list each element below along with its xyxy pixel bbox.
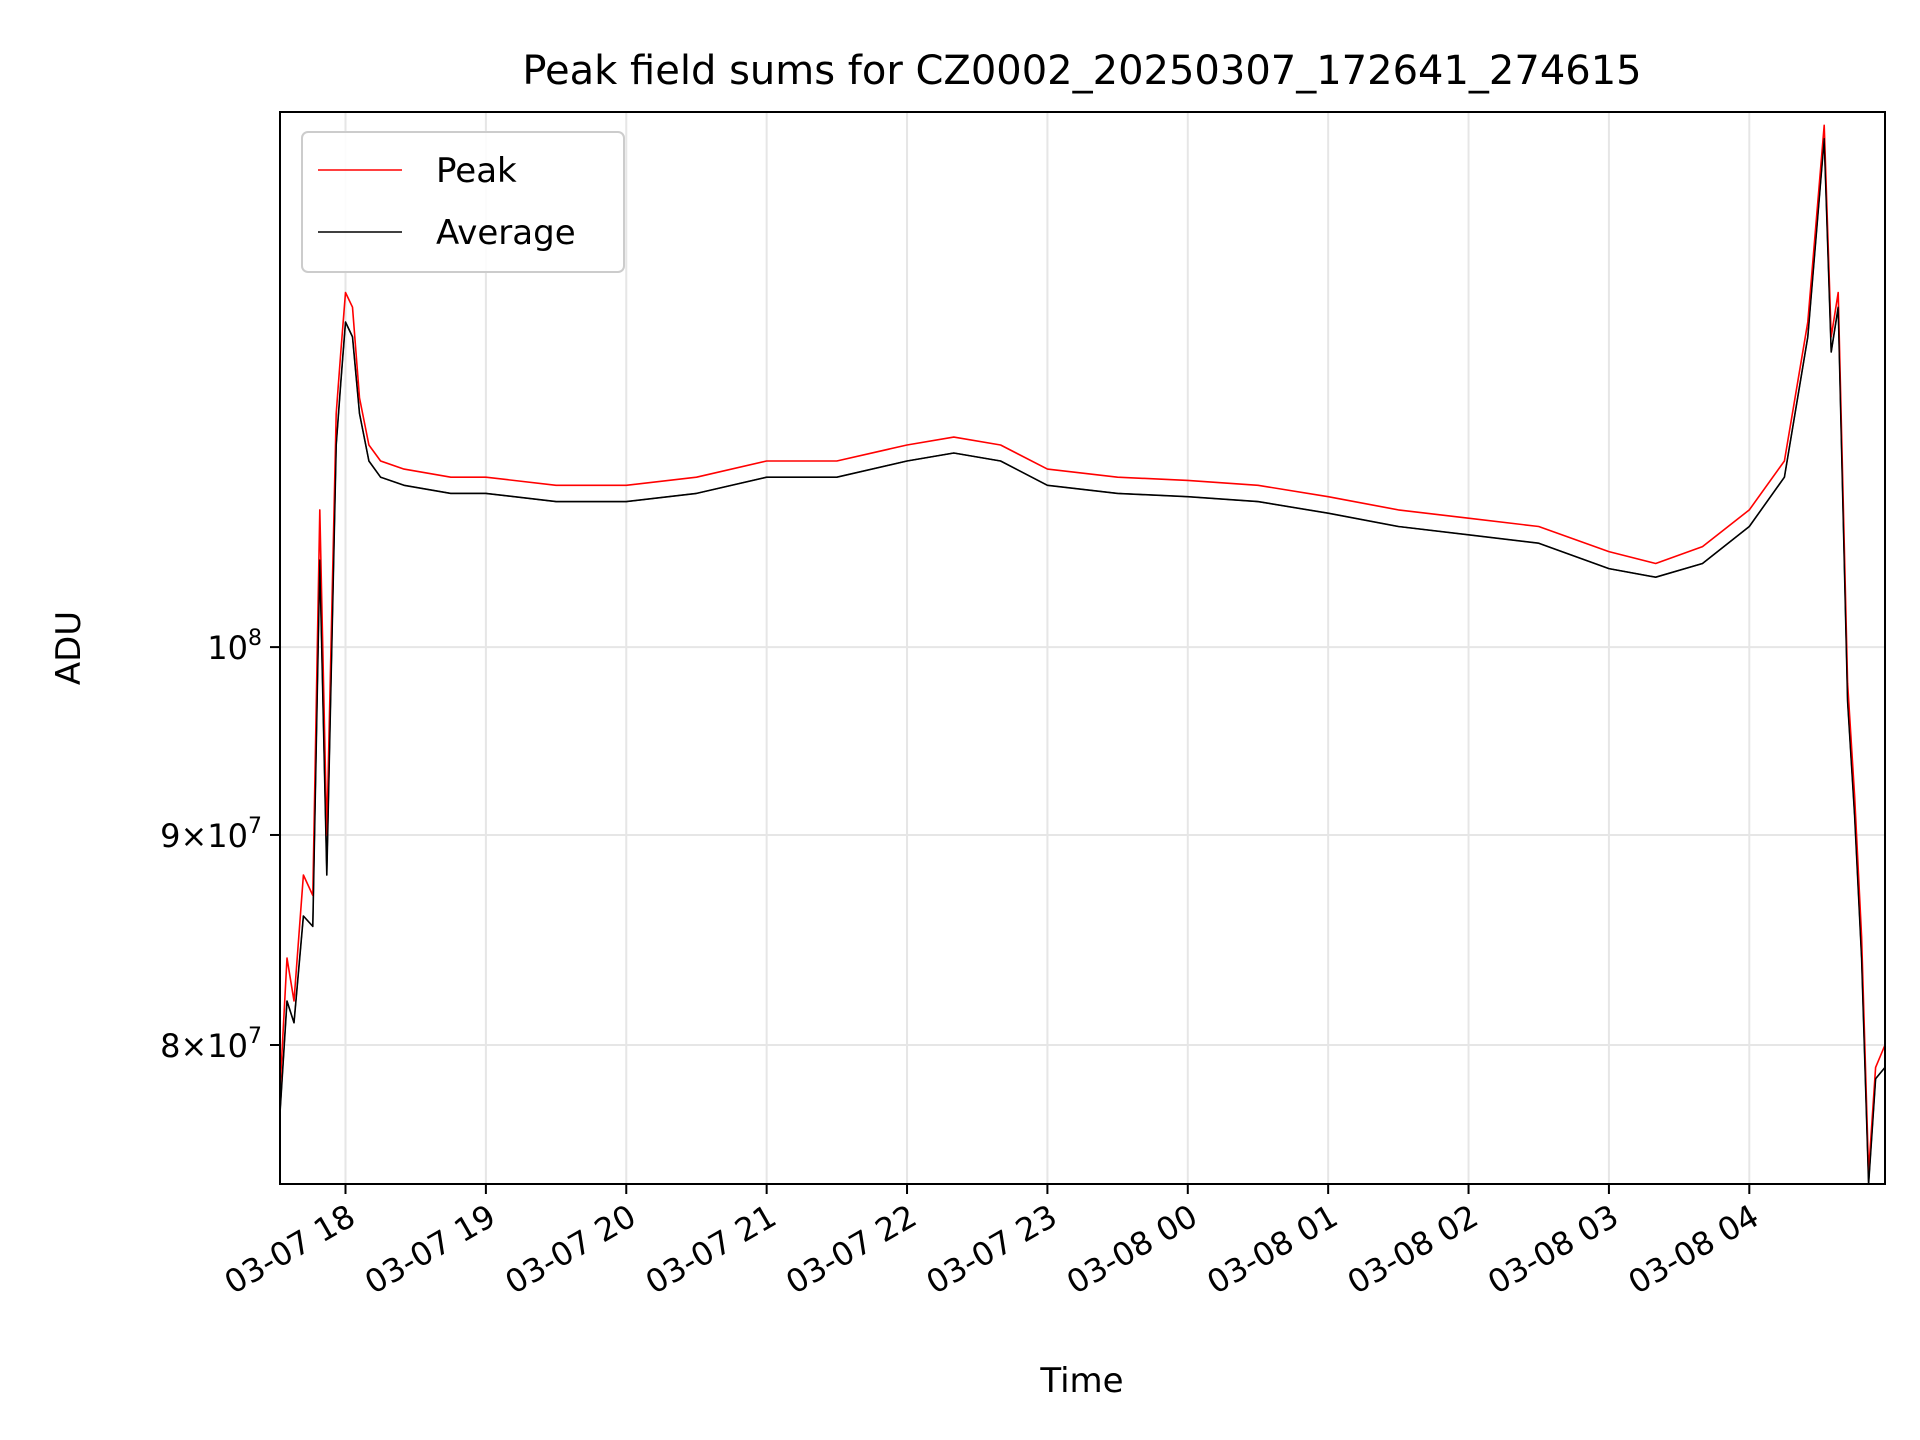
series-lines	[279, 124, 1886, 1185]
y-tick-label-exponent: 8	[248, 626, 262, 651]
grid	[280, 112, 1885, 1184]
x-axis-label: Time	[1039, 1361, 1123, 1401]
series-line-average-overlay	[279, 138, 1886, 1185]
y-tick-label-base: 10	[207, 629, 248, 667]
y-tick-label: 108	[207, 626, 262, 667]
legend: Peak Average	[301, 131, 625, 273]
y-tick-label: 9×107	[160, 814, 262, 855]
y-axis-label: ADU	[49, 611, 89, 685]
legend-label-peak: Peak	[436, 151, 517, 191]
chart-title: Peak field sums for CZ0002_20250307_1726…	[522, 48, 1641, 94]
legend-box	[301, 131, 625, 273]
y-tick-label: 8×107	[160, 1024, 262, 1065]
y-tick-label-exponent: 7	[248, 1024, 262, 1049]
y-tick-label-base: 8×10	[160, 1027, 248, 1065]
y-tick-label-exponent: 7	[248, 814, 262, 839]
legend-label-average: Average	[436, 213, 576, 253]
y-tick-label-base: 9×10	[160, 817, 248, 855]
